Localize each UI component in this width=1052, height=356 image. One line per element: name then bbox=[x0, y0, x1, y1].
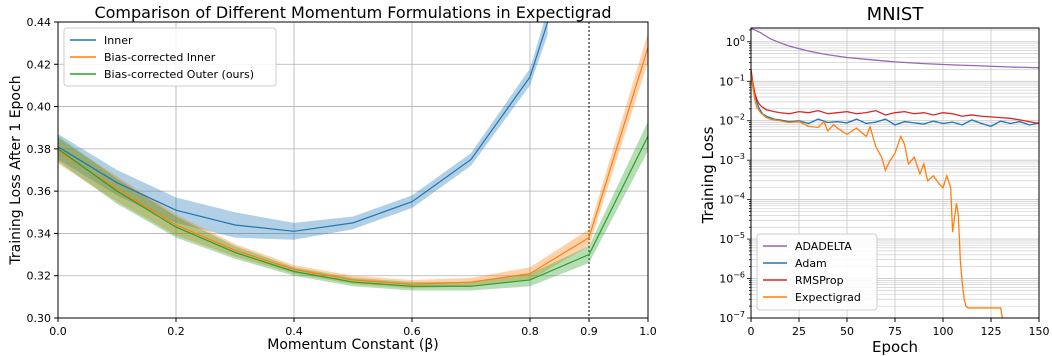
left-legend-label: Bias-corrected Outer (ours) bbox=[104, 68, 254, 81]
right-chart: MNIST 0 25 50 75 100 125 150 10010−110−210−310… bbox=[699, 4, 1050, 356]
right-x-ticks: 0 25 50 75 100 125 150 bbox=[748, 318, 1050, 338]
left-plot-frame bbox=[57, 21, 649, 319]
right-x-tick-label: 0 bbox=[748, 325, 755, 338]
left-y-tick-label: 0.32 bbox=[27, 270, 52, 283]
left-legend-box bbox=[63, 27, 277, 87]
right-y-tick-label: 10−6 bbox=[719, 271, 745, 286]
left-y-axis-label: Training Loss After 1 Epoch bbox=[8, 75, 24, 265]
left-series-line-0 bbox=[58, 22, 549, 232]
left-y-tick-label: 0.30 bbox=[27, 312, 52, 325]
left-x-tick-label: 0.4 bbox=[285, 325, 303, 338]
left-x-ticks: 0.0 0.2 0.4 0.6 0.8 0.9 1.0 bbox=[49, 318, 657, 338]
right-chart-title: MNIST bbox=[867, 4, 925, 25]
right-y-axis-label: Training Loss bbox=[699, 126, 717, 224]
left-y-ticks: 0.30 0.32 0.34 0.36 0.38 0.40 0.42 0.44 bbox=[27, 16, 58, 325]
left-y-tick-label: 0.38 bbox=[27, 143, 52, 156]
left-y-tick-label: 0.34 bbox=[27, 227, 52, 240]
left-y-tick-label: 0.36 bbox=[27, 185, 52, 198]
right-x-tick-label: 75 bbox=[888, 325, 902, 338]
left-lines bbox=[58, 22, 648, 287]
left-x-tick-label: 0.6 bbox=[403, 325, 421, 338]
right-legend-label: ADADELTA bbox=[795, 240, 852, 253]
right-x-tick-label: 125 bbox=[981, 325, 1002, 338]
left-series-line-2 bbox=[58, 135, 648, 287]
left-band-2 bbox=[58, 121, 648, 291]
right-y-tick-label: 10−5 bbox=[719, 231, 745, 246]
right-y-tick-label: 10−2 bbox=[719, 113, 745, 128]
left-x-tick-label: 0.2 bbox=[167, 325, 185, 338]
right-legend: ADADELTA Adam RMSProp Expectigrad bbox=[756, 233, 878, 311]
right-series-line-3 bbox=[751, 74, 1004, 318]
right-x-axis-label: Epoch bbox=[872, 338, 918, 356]
right-y-tick-label: 100 bbox=[726, 34, 745, 49]
right-x-tick-label: 150 bbox=[1029, 325, 1050, 338]
right-x-tick-label: 25 bbox=[792, 325, 806, 338]
left-chart-title: Comparison of Different Momentum Formula… bbox=[94, 3, 611, 22]
left-legend: Inner Bias-corrected Inner Bias-corrected … bbox=[63, 27, 277, 87]
right-y-tick-label: 10−3 bbox=[719, 152, 745, 167]
right-y-ticks: 100 10−1 10−2 10−3 10−4 10−5 10−6 10−7 bbox=[719, 29, 751, 325]
left-x-tick-label: 0.9 bbox=[580, 325, 598, 338]
right-y-tick-label: 10−4 bbox=[719, 192, 745, 207]
right-legend-label: Expectigrad bbox=[795, 291, 861, 304]
left-y-tick-label: 0.40 bbox=[27, 101, 52, 114]
right-y-tick-label: 10−1 bbox=[719, 73, 745, 88]
right-series-line-0 bbox=[751, 28, 1039, 69]
left-x-tick-label: 0.8 bbox=[521, 325, 539, 338]
left-x-axis-label: Momentum Constant (β) bbox=[267, 337, 438, 353]
right-legend-label: RMSProp bbox=[795, 274, 844, 287]
right-y-tick-label: 10−7 bbox=[719, 310, 745, 325]
right-legend-label: Adam bbox=[795, 257, 827, 270]
left-chart: Comparison of Different Momentum Formula… bbox=[8, 3, 657, 353]
left-y-tick-label: 0.44 bbox=[27, 16, 52, 29]
left-series-line-1 bbox=[58, 47, 648, 285]
right-x-tick-label: 50 bbox=[840, 325, 854, 338]
left-legend-label: Inner bbox=[104, 34, 133, 47]
right-legend-box bbox=[756, 233, 878, 311]
right-x-tick-label: 100 bbox=[933, 325, 954, 338]
left-legend-label: Bias-corrected Inner bbox=[104, 51, 216, 64]
right-series-line-2 bbox=[751, 69, 1039, 125]
left-x-tick-label: 1.0 bbox=[639, 325, 657, 338]
left-x-tick-label: 0.0 bbox=[49, 325, 67, 338]
left-y-tick-label: 0.42 bbox=[27, 58, 52, 71]
right-lines bbox=[751, 28, 1039, 318]
